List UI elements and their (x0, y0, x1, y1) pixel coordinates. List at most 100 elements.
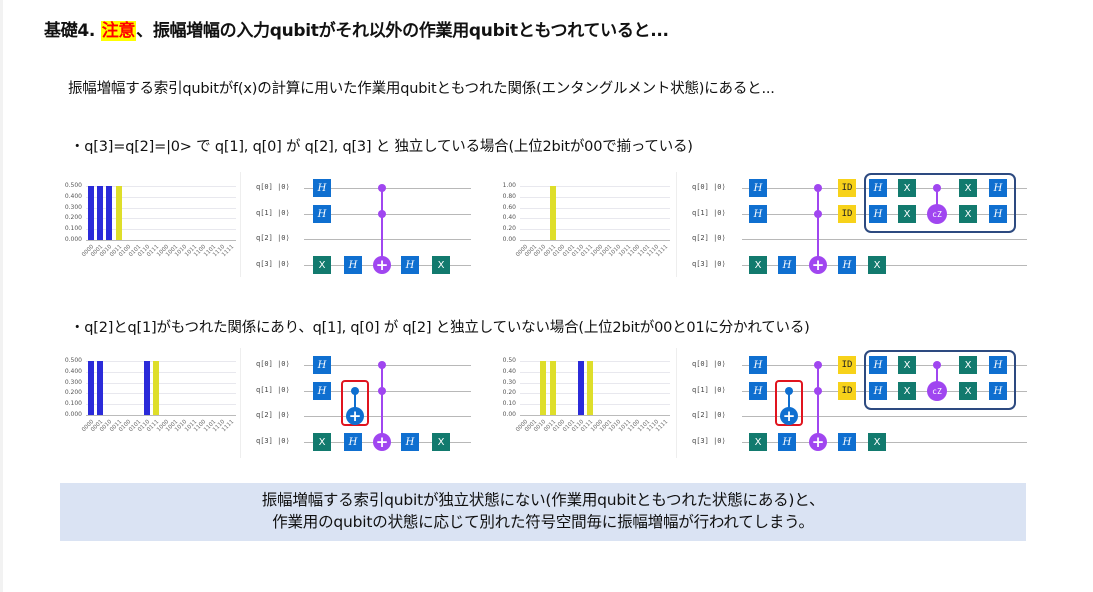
hadamard-gate: H (869, 205, 887, 223)
intro-text: 振幅増幅する索引qubitがf(x)の計算に用いた作業用qubitともつれた関係… (68, 81, 775, 97)
x-gate: X (432, 256, 450, 274)
y-tick-label: 0.500 (64, 182, 82, 189)
slide-title: 基礎4. 注意、振幅増幅の入力qubitがそれ以外の作業用qubitともつれてい… (44, 16, 669, 41)
hadamard-gate: H (989, 356, 1007, 374)
bar-0011 (115, 186, 122, 240)
x-gate: X (313, 433, 331, 451)
hadamard-gate: H (401, 256, 419, 274)
circuit-case1-oracle: q[0] |0⟩ q[1] |0⟩ q[2] |0⟩ q[3] |0⟩ H H X H + H X (256, 178, 471, 278)
identity-gate: ID (838, 205, 856, 223)
bar-0001 (96, 361, 103, 415)
qubit-label: q[0] |0⟩ (692, 183, 726, 191)
hadamard-gate: H (313, 382, 331, 400)
qubit-label: q[2] |0⟩ (692, 234, 726, 242)
bar-0000 (87, 361, 94, 415)
control-dot (933, 184, 941, 192)
y-tick-label: 0.200 (64, 214, 82, 222)
qubit-label: q[2] |0⟩ (692, 411, 726, 419)
gridline (520, 207, 670, 209)
y-tick-label: 0.400 (64, 192, 82, 200)
panel-divider (676, 172, 677, 277)
cnot-target: + (346, 407, 364, 425)
y-tick-label: 0.500 (64, 357, 82, 364)
gridline (86, 382, 236, 384)
gridline (86, 371, 236, 373)
toffoli-target: + (373, 433, 391, 451)
x-gate: X (898, 205, 916, 223)
hadamard-gate: H (869, 356, 887, 374)
gridline (520, 218, 670, 220)
qubit-label: q[2] |0⟩ (256, 234, 290, 242)
gridline (520, 186, 670, 187)
x-gate: X (432, 433, 450, 451)
qubit-label: q[0] |0⟩ (256, 360, 290, 368)
qubit-label: q[0] |0⟩ (256, 183, 290, 191)
bar-0011 (549, 361, 556, 415)
plot-area (86, 186, 236, 241)
x-gate: X (898, 382, 916, 400)
hadamard-gate: H (749, 382, 767, 400)
gridline (520, 404, 670, 406)
cnot-line (788, 391, 790, 416)
y-tick-label: 0.00 (502, 236, 516, 243)
toffoli-target: + (373, 256, 391, 274)
y-tick-label: 0.300 (64, 203, 82, 211)
bar-0110 (143, 361, 150, 415)
plot-area (520, 361, 670, 416)
y-tick-label: 0.000 (64, 236, 82, 243)
control-dot (378, 361, 386, 369)
gridline (86, 196, 236, 198)
x-gate: X (959, 356, 977, 374)
x-gate: X (313, 256, 331, 274)
y-tick-label: 0.60 (502, 203, 516, 211)
title-prefix: 基礎4. (44, 21, 101, 41)
summary-line-1: 振幅増幅する索引qubitが独立状態にない(作業用qubitともつれた状態にある… (261, 491, 825, 509)
circuit-case2-grover: q[0] |0⟩ q[1] |0⟩ q[2] |0⟩ q[3] |0⟩ H H X H + + ID… (692, 350, 1027, 455)
y-tick-label: 0.20 (502, 389, 516, 397)
hadamard-gate: H (401, 433, 419, 451)
diffuser-box (864, 173, 1016, 233)
bar-0010 (106, 186, 113, 240)
qubit-label: q[1] |0⟩ (692, 209, 726, 217)
x-gate: X (959, 205, 977, 223)
qubit-label: q[0] |0⟩ (692, 360, 726, 368)
hadamard-gate: H (344, 256, 362, 274)
highlight-box-red (341, 380, 369, 426)
y-tick-label: 0.200 (64, 389, 82, 397)
panel-divider (240, 172, 241, 277)
case2-heading: ・q[2]とq[1]がもつれた関係にあり、q[1], q[0] が q[2] と… (70, 320, 810, 336)
x-gate: X (898, 356, 916, 374)
y-tick-label: 0.80 (502, 192, 516, 200)
histogram-case2-before: 0.000 0.100 0.200 0.300 0.400 0.500 0000 0001 00… (54, 353, 236, 448)
cz-line (936, 365, 938, 391)
histogram-case2-after: 0.00 0.10 0.20 0.30 0.40 0.50 0000 0001 0010 0011… (488, 353, 670, 448)
hadamard-gate: H (313, 356, 331, 374)
gridline (86, 361, 236, 362)
qubit-label: q[1] |0⟩ (256, 386, 290, 394)
gridline (86, 404, 236, 406)
toffoli-line (381, 188, 383, 265)
bar-0001 (96, 186, 103, 240)
x-gate: X (898, 179, 916, 197)
y-tick-label: 0.00 (502, 411, 516, 418)
x-gate: X (959, 179, 977, 197)
y-tick-label: 0.100 (64, 225, 82, 233)
y-tick-label: 1.00 (502, 182, 516, 189)
gridline (520, 371, 670, 373)
gridline (86, 186, 236, 187)
y-tick-label: 0.100 (64, 400, 82, 408)
x-gate: X (868, 256, 886, 274)
qubit-wire (304, 391, 471, 392)
hadamard-gate: H (869, 179, 887, 197)
y-tick-label: 0.400 (64, 367, 82, 375)
title-warning-highlight: 注意 (100, 21, 137, 41)
plot-area (86, 361, 236, 416)
gridline (86, 218, 236, 220)
hadamard-gate: H (313, 205, 331, 223)
hadamard-gate: H (313, 179, 331, 197)
y-tick-label: 0.40 (502, 214, 516, 222)
hadamard-gate: H (989, 382, 1007, 400)
hadamard-gate: H (778, 256, 796, 274)
qubit-wire (742, 416, 1027, 417)
